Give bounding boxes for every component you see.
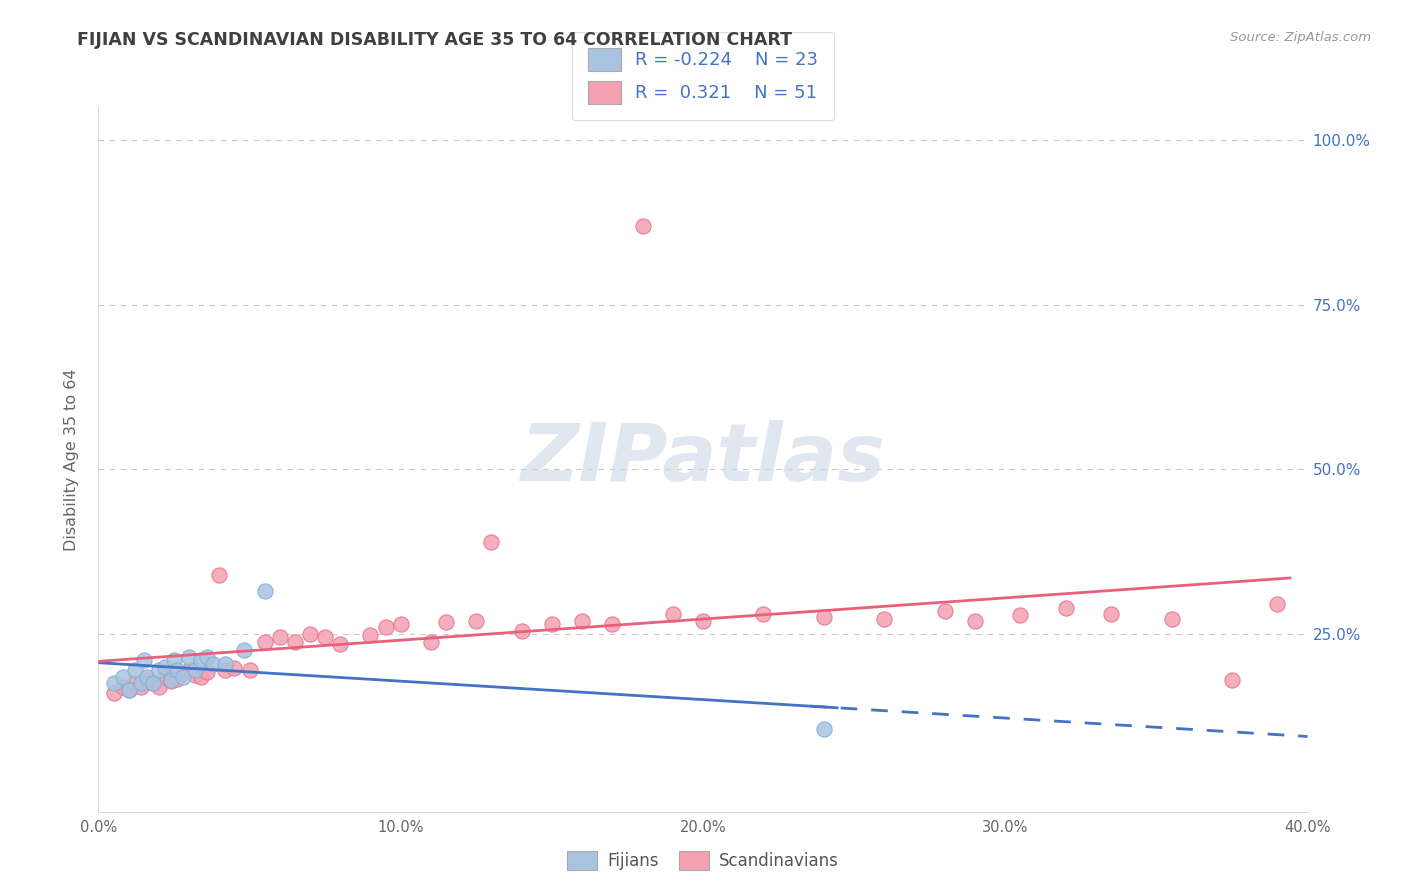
Point [224, 661, 246, 675]
Point [208, 567, 231, 582]
Point [314, 630, 336, 644]
Point [148, 663, 170, 677]
Point [661, 607, 683, 622]
Point [166, 663, 188, 677]
Point [184, 667, 207, 681]
Point [813, 723, 835, 737]
Point [118, 682, 141, 697]
Point [132, 653, 155, 667]
Point [692, 614, 714, 628]
Point [129, 680, 152, 694]
Point [135, 673, 157, 687]
Point [103, 676, 125, 690]
Point [389, 617, 412, 632]
Legend: Fijians, Scandinavians: Fijians, Scandinavians [561, 844, 845, 877]
Point [374, 620, 396, 634]
Point [195, 665, 218, 679]
Point [1160, 612, 1182, 626]
Point [965, 614, 987, 628]
Point [142, 676, 165, 690]
Point [135, 670, 157, 684]
Point [124, 676, 146, 690]
Point [813, 610, 835, 624]
Point [1010, 608, 1032, 623]
Point [602, 617, 624, 632]
Point [1267, 597, 1289, 611]
Point [118, 682, 141, 697]
Point [269, 630, 291, 644]
Point [232, 643, 254, 657]
Point [214, 663, 236, 677]
Point [129, 676, 152, 690]
Point [253, 584, 276, 599]
Point [166, 672, 188, 686]
Point [172, 670, 194, 684]
Point [111, 680, 134, 694]
Point [299, 627, 322, 641]
Point [190, 653, 212, 667]
Point [360, 628, 382, 642]
Point [195, 649, 218, 664]
Point [329, 637, 352, 651]
Point [873, 612, 896, 626]
Point [179, 649, 201, 664]
Text: ZIPatlas: ZIPatlas [520, 420, 886, 499]
Point [420, 635, 443, 649]
Legend: R = -0.224    N = 23, R =  0.321    N = 51: R = -0.224 N = 23, R = 0.321 N = 51 [572, 31, 834, 120]
Point [103, 686, 125, 700]
Point [752, 607, 775, 622]
Point [160, 674, 183, 689]
Y-axis label: Disability Age 35 to 64: Disability Age 35 to 64 [65, 368, 79, 550]
Point [1099, 607, 1122, 622]
Point [284, 635, 307, 649]
Text: FIJIAN VS SCANDINAVIAN DISABILITY AGE 35 TO 64 CORRELATION CHART: FIJIAN VS SCANDINAVIAN DISABILITY AGE 35… [77, 31, 793, 49]
Point [153, 670, 176, 684]
Point [148, 680, 170, 694]
Point [153, 660, 176, 674]
Point [934, 604, 956, 618]
Point [124, 663, 146, 677]
Point [631, 219, 654, 233]
Point [190, 670, 212, 684]
Point [253, 635, 276, 649]
Point [179, 663, 201, 677]
Point [510, 624, 533, 638]
Point [465, 614, 488, 628]
Point [172, 666, 194, 681]
Point [1054, 600, 1077, 615]
Text: Source: ZipAtlas.com: Source: ZipAtlas.com [1230, 31, 1371, 45]
Point [481, 534, 503, 549]
Point [434, 615, 457, 629]
Point [184, 663, 207, 677]
Point [163, 653, 186, 667]
Point [111, 670, 134, 684]
Point [571, 614, 593, 628]
Point [1220, 673, 1243, 687]
Point [160, 673, 183, 687]
Point [239, 663, 262, 677]
Point [214, 657, 236, 671]
Point [202, 657, 225, 671]
Point [540, 617, 562, 632]
Point [142, 676, 165, 690]
